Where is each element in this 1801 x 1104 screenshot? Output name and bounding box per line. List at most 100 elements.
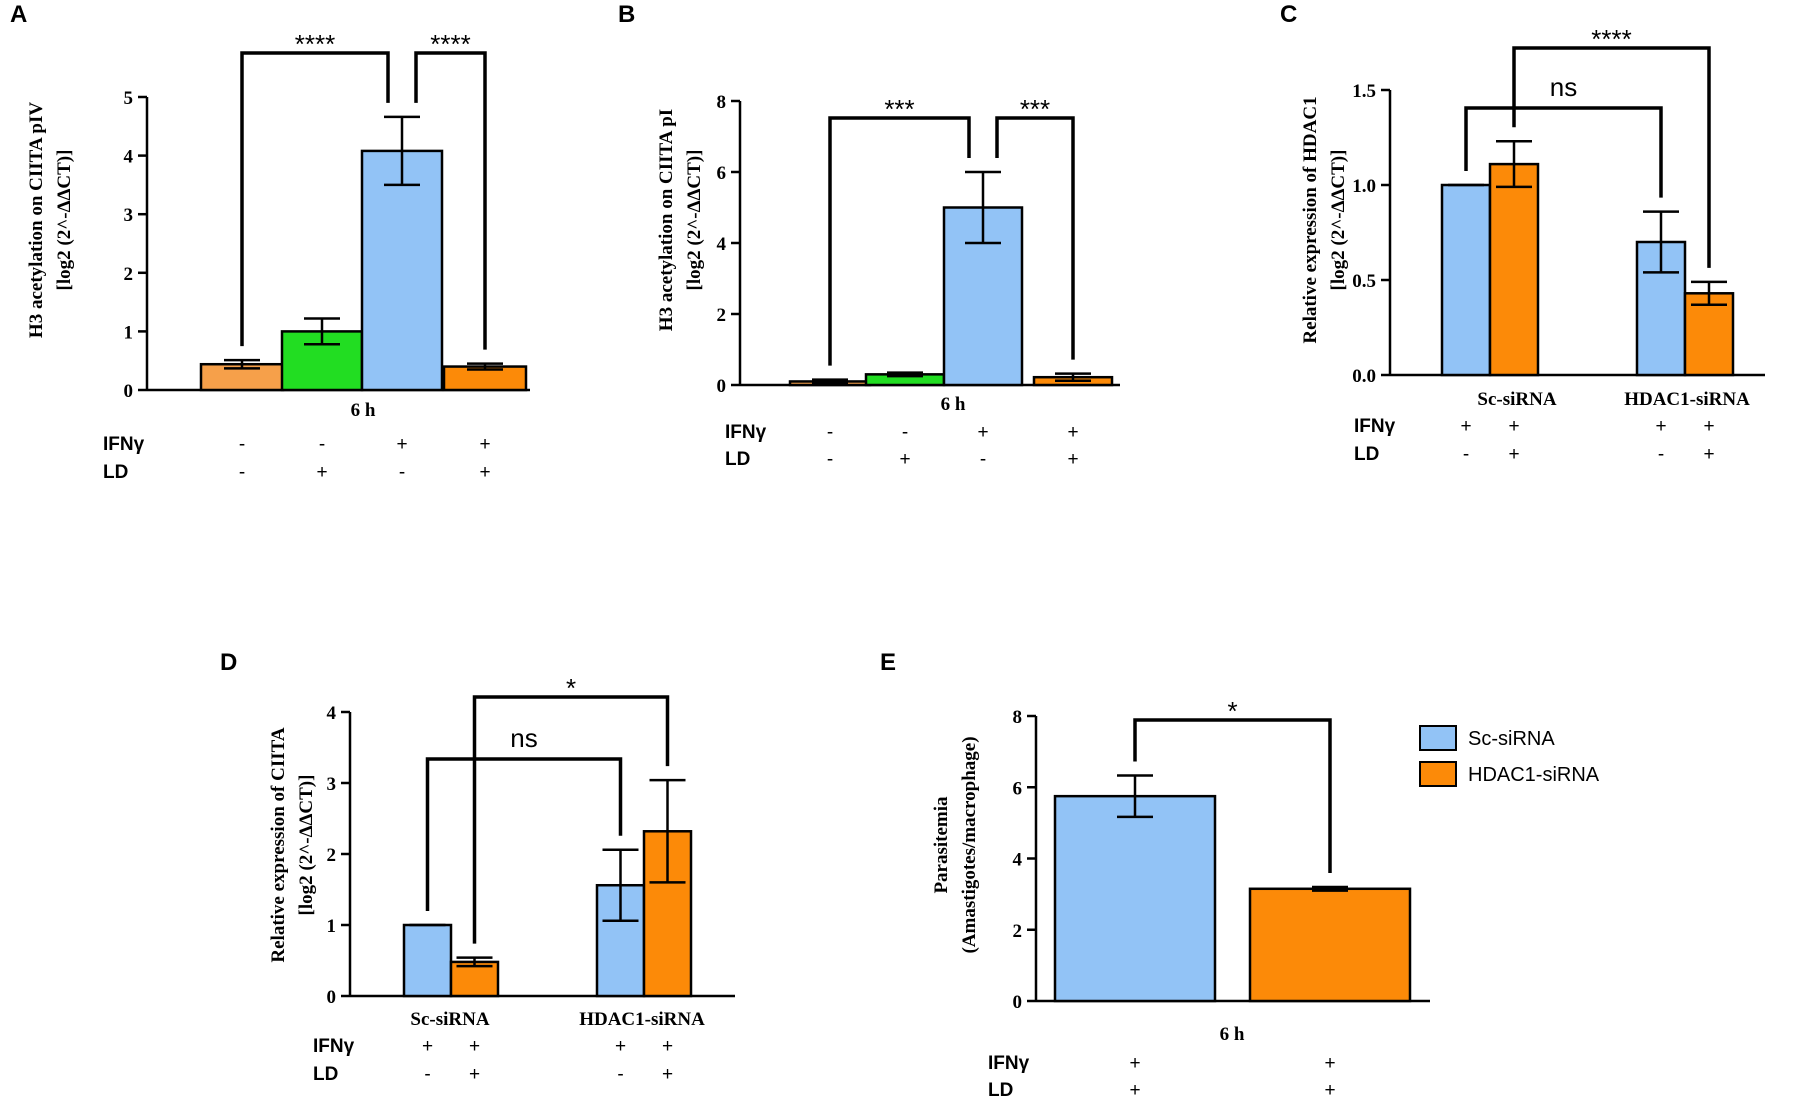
- significance-label: ***: [1020, 94, 1050, 124]
- legend-label: HDAC1-siRNA: [1468, 764, 1600, 786]
- y-axis-label: Relative expression of HDAC1: [1300, 96, 1321, 343]
- y-tick-label: 0: [124, 381, 134, 402]
- y-tick-label: 3: [327, 774, 337, 795]
- condition-symbol: +: [662, 1064, 673, 1085]
- condition-symbol: +: [1703, 416, 1714, 437]
- significance-label: ns: [1550, 72, 1577, 102]
- group-label: 6 h: [1220, 1024, 1245, 1045]
- panel-letter-C: C: [1280, 1, 1297, 28]
- y-tick-label: 0.5: [1352, 271, 1376, 292]
- y-tick-label: 8: [1013, 707, 1023, 728]
- condition-symbol: -: [827, 449, 833, 470]
- condition-symbol: +: [1067, 449, 1078, 470]
- y-axis-label: Relative expression of CIITA: [268, 727, 289, 962]
- significance-bracket: [828, 116, 971, 366]
- condition-row-label: LD: [725, 449, 750, 470]
- bar: [1248, 887, 1412, 1003]
- y-tick-label: 0.0: [1352, 366, 1376, 387]
- condition-symbol: +: [469, 1036, 480, 1057]
- y-tick-label: 6: [1013, 778, 1023, 799]
- condition-symbol: -: [980, 449, 986, 470]
- condition-row-label: IFNγ: [988, 1053, 1030, 1074]
- y-tick-label: 0: [327, 987, 337, 1008]
- y-tick-label: 6: [717, 163, 727, 184]
- condition-symbol: +: [479, 462, 490, 483]
- bar: [1053, 794, 1217, 1003]
- condition-symbol: +: [316, 462, 327, 483]
- condition-symbol: +: [1129, 1053, 1140, 1074]
- condition-symbol: +: [1703, 444, 1714, 465]
- condition-symbol: -: [239, 434, 245, 455]
- condition-symbol: -: [319, 434, 325, 455]
- panel-letter-A: A: [10, 1, 27, 28]
- y-tick-label: 2: [1013, 921, 1023, 942]
- y-tick-label: 2: [124, 264, 134, 285]
- significance-bracket: [414, 51, 487, 350]
- y-axis-label-unit: [log2 (2^-ΔΔCT)]: [684, 150, 705, 291]
- condition-symbol: +: [1324, 1080, 1335, 1101]
- y-axis-label-unit: [log2 (2^-ΔΔCT)]: [54, 150, 75, 291]
- significance-label: ns: [510, 723, 537, 753]
- group-label: 6 h: [941, 394, 966, 415]
- y-tick-label: 1: [327, 916, 337, 937]
- significance-label: *: [566, 673, 576, 703]
- condition-symbol: +: [899, 449, 910, 470]
- condition-symbol: +: [1324, 1053, 1335, 1074]
- significance-label: ****: [295, 29, 335, 59]
- y-tick-label: 1.5: [1352, 81, 1376, 102]
- condition-symbol: +: [1129, 1080, 1140, 1101]
- y-axis-label: Parasitemia: [931, 796, 952, 894]
- condition-row-label: LD: [313, 1064, 338, 1085]
- condition-symbol: -: [827, 422, 833, 443]
- condition-row-label: IFNγ: [1354, 416, 1396, 437]
- bar: [402, 923, 453, 998]
- condition-symbol: +: [1508, 416, 1519, 437]
- significance-label: ****: [1591, 24, 1631, 54]
- condition-row-label: LD: [1354, 444, 1379, 465]
- y-axis-label-unit: [log2 (2^-ΔΔCT)]: [296, 775, 317, 916]
- condition-symbol: +: [396, 434, 407, 455]
- condition-symbol: +: [422, 1036, 433, 1057]
- condition-row-label: LD: [103, 462, 128, 483]
- bar: [1488, 162, 1540, 377]
- y-tick-label: 5: [124, 88, 134, 109]
- group-label: HDAC1-siRNA: [579, 1009, 705, 1030]
- significance-label: *: [1227, 696, 1237, 726]
- y-tick-label: 0: [717, 376, 727, 397]
- condition-symbol: +: [1067, 422, 1078, 443]
- y-tick-label: 8: [717, 92, 727, 113]
- group-label: 6 h: [351, 400, 376, 421]
- y-tick-label: 4: [1013, 850, 1023, 871]
- condition-row-label: IFNγ: [725, 422, 767, 443]
- legend-swatch: [1419, 725, 1457, 751]
- condition-symbol: +: [977, 422, 988, 443]
- panel-letter-D: D: [220, 649, 237, 676]
- significance-label: ****: [430, 29, 470, 59]
- condition-symbol: -: [1463, 444, 1469, 465]
- y-tick-label: 4: [717, 234, 727, 255]
- significance-bracket: [995, 116, 1075, 360]
- panel-letter-E: E: [880, 649, 896, 676]
- group-label: Sc-siRNA: [1477, 389, 1556, 410]
- y-tick-label: 2: [717, 305, 727, 326]
- bar: [360, 149, 444, 392]
- condition-symbol: +: [1655, 416, 1666, 437]
- condition-symbol: +: [662, 1036, 673, 1057]
- y-axis-label-unit: [log2 (2^-ΔΔCT)]: [1328, 150, 1349, 291]
- condition-row-label: IFNγ: [313, 1036, 355, 1057]
- condition-row-label: LD: [988, 1080, 1013, 1101]
- condition-symbol: -: [239, 462, 245, 483]
- y-tick-label: 1.0: [1352, 176, 1376, 197]
- y-tick-label: 4: [327, 703, 337, 724]
- significance-bracket: [1464, 106, 1663, 198]
- y-axis-label-unit: (Amastigotes/macrophage): [959, 736, 980, 953]
- bar: [1683, 292, 1735, 377]
- significance-bracket: [240, 51, 390, 347]
- y-tick-label: 2: [327, 845, 337, 866]
- y-tick-label: 4: [124, 147, 134, 168]
- condition-symbol: -: [902, 422, 908, 443]
- group-label: HDAC1-siRNA: [1624, 389, 1750, 410]
- condition-symbol: +: [469, 1064, 480, 1085]
- panel-letter-B: B: [618, 1, 635, 28]
